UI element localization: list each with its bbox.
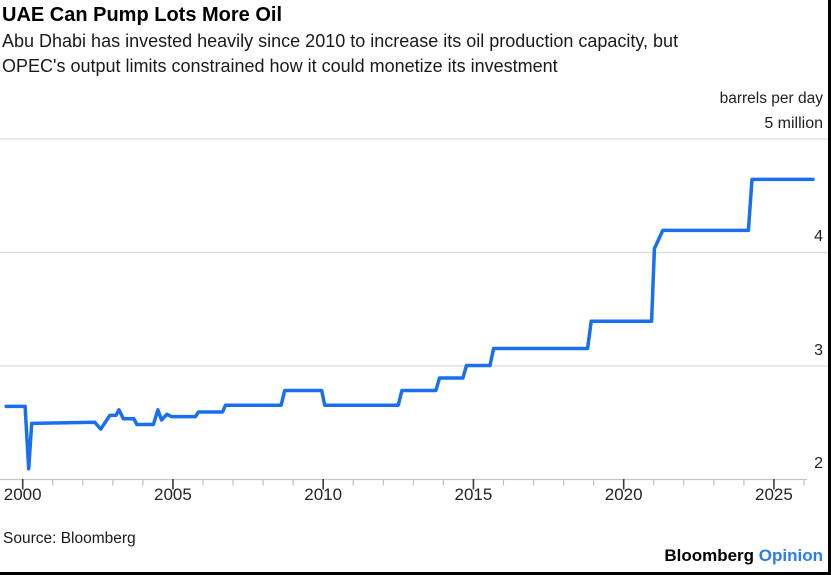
page-title: UAE Can Pump Lots More Oil bbox=[2, 4, 283, 26]
bloomberg-wordmark: Bloomberg bbox=[664, 546, 755, 565]
source-note: Source: Bloomberg bbox=[3, 530, 136, 547]
screenshot-bottom-border bbox=[0, 572, 831, 575]
x-tick-label: 2020 bbox=[604, 485, 643, 504]
x-tick-label: 2000 bbox=[3, 485, 42, 504]
bloomberg-opinion-logo: Bloomberg Opinion bbox=[664, 546, 823, 566]
x-tick-label: 2025 bbox=[755, 485, 793, 504]
subtitle-line-1: Abu Dhabi has invested heavily since 201… bbox=[2, 31, 679, 51]
capacity-line bbox=[4, 177, 815, 471]
opinion-wordmark: Opinion bbox=[758, 546, 823, 565]
x-tick-label: 2015 bbox=[454, 485, 493, 504]
y-tick-label: 3 bbox=[814, 341, 823, 359]
y-tick-label: 4 bbox=[814, 228, 823, 245]
x-tick-label: 2010 bbox=[304, 485, 343, 504]
y-axis-unit-label: barrels per day bbox=[719, 90, 823, 107]
x-tick-label: 2005 bbox=[154, 485, 192, 504]
y-tick-label: 2 bbox=[814, 455, 823, 472]
subtitle-line-2: OPEC's output limits constrained how it … bbox=[2, 56, 558, 76]
screenshot-right-border bbox=[828, 0, 831, 575]
y-tick-label: 5 million bbox=[764, 114, 823, 132]
